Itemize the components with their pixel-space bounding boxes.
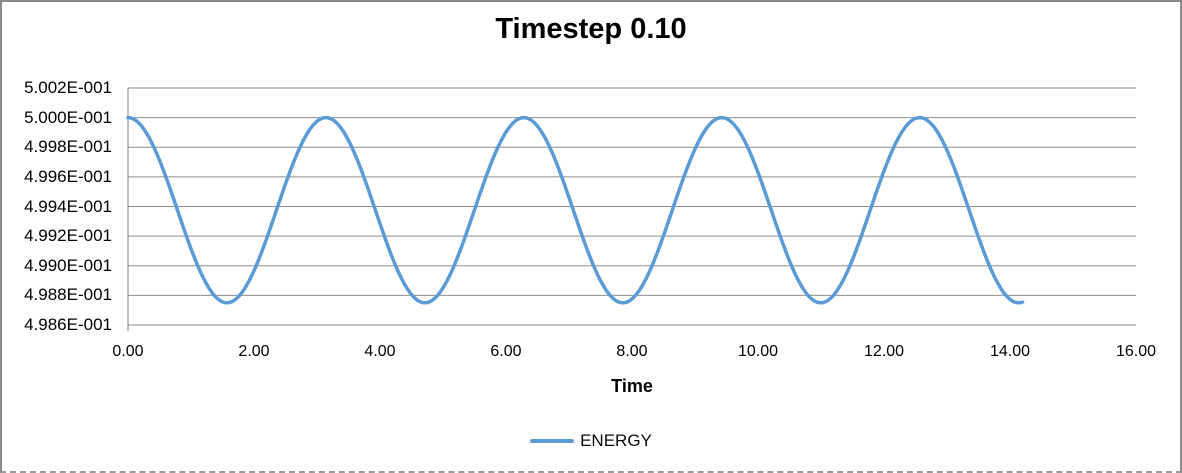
x-tick-label: 12.00 — [863, 343, 905, 360]
y-tick-label: 4.988E-001 — [24, 285, 112, 305]
y-tick-label: 4.996E-001 — [24, 166, 112, 186]
x-tick-label: 8.00 — [616, 343, 648, 360]
energy-series-line — [126, 115, 1025, 305]
x-tick-label: 10.00 — [737, 343, 779, 360]
y-tick-label: 4.998E-001 — [24, 137, 112, 157]
x-tick-label: 6.00 — [490, 343, 522, 360]
y-tick-label: 5.002E-001 — [24, 78, 112, 97]
x-tick-label: 4.00 — [364, 343, 396, 360]
x-tick-label: 14.00 — [989, 343, 1031, 360]
x-tick-label: 16.00 — [1115, 343, 1157, 360]
x-tick-label: 0.00 — [112, 343, 144, 360]
x-tick-label: 2.00 — [238, 343, 270, 360]
legend: ENERGY — [2, 431, 1180, 451]
legend-line-sample — [530, 439, 575, 443]
x-axis-title: Time — [611, 376, 653, 396]
y-tick-label: 5.000E-001 — [24, 107, 112, 127]
y-tick-label: 4.994E-001 — [24, 196, 112, 216]
legend-label: ENERGY — [580, 431, 652, 450]
chart-title: Timestep 0.10 — [495, 13, 687, 45]
y-tick-label: 4.986E-001 — [24, 315, 112, 334]
y-tick-label: 4.990E-001 — [24, 255, 112, 275]
y-tick-label: 4.992E-001 — [24, 226, 112, 246]
